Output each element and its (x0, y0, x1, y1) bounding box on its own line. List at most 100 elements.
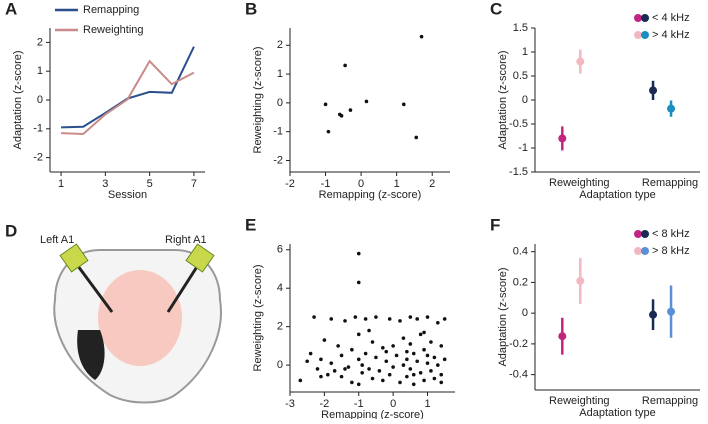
implant (59, 243, 89, 273)
point (326, 129, 331, 134)
point (356, 251, 361, 256)
point (312, 315, 316, 319)
point (350, 380, 354, 385)
point (367, 367, 371, 371)
x-axis-label: Adaptation type (579, 407, 655, 419)
x-tick-label: Remapping (642, 177, 698, 189)
legend-label: > 4 kHz (652, 29, 690, 41)
point (329, 361, 334, 365)
dot (576, 57, 585, 66)
legend-swatch (641, 14, 649, 22)
legend-swatch (641, 31, 649, 39)
y-tick-label: 1 (277, 68, 283, 80)
x-tick-label: 7 (191, 178, 197, 190)
panel-label: E (245, 215, 256, 234)
dot (558, 134, 567, 143)
point (394, 353, 399, 358)
legend-swatch (634, 247, 642, 255)
y-tick-label: 1 (522, 46, 528, 58)
y-tick-label: -0.2 (509, 338, 528, 350)
point (411, 372, 416, 377)
legend-label: Remapping (83, 4, 139, 16)
point (398, 380, 402, 385)
point (419, 34, 424, 39)
point (439, 372, 444, 377)
x-axis-label: Remapping (z-score) (321, 409, 424, 419)
point (353, 315, 358, 319)
y-tick-label: -1 (273, 126, 283, 138)
legend-swatch (641, 247, 649, 255)
x-tick-label: 0 (358, 178, 364, 190)
point (436, 363, 440, 367)
y-tick-label: -0.4 (509, 369, 528, 381)
y-tick-label: -1 (518, 142, 528, 154)
point (442, 357, 447, 362)
x-tick-label: -2 (319, 398, 329, 410)
point (305, 359, 309, 364)
y-tick-label: 2 (277, 39, 283, 51)
point (414, 135, 419, 140)
point (298, 378, 303, 383)
y-tick-label: 0.4 (513, 246, 528, 258)
point (391, 344, 395, 348)
series-line (61, 46, 195, 129)
y-tick-label: -1.5 (509, 166, 528, 178)
point (356, 382, 361, 387)
dot (558, 332, 567, 341)
point (319, 357, 323, 362)
series-line (61, 59, 195, 135)
legend-swatch (634, 14, 642, 22)
dot (667, 104, 676, 113)
point (415, 317, 419, 321)
point (401, 363, 406, 367)
point (374, 355, 378, 360)
y-tick-label: 0 (522, 94, 528, 106)
panel-label: D (5, 221, 17, 240)
y-tick-label: 0 (522, 307, 528, 319)
point (377, 369, 382, 373)
point (339, 374, 344, 379)
y-tick-label: -2 (33, 152, 43, 164)
point (422, 347, 426, 352)
y-tick-label: 0.2 (513, 276, 528, 288)
x-tick-label: 0 (390, 398, 396, 410)
point (360, 370, 364, 375)
y-axis-label: Reweighting (z-score) (252, 47, 264, 154)
point (422, 378, 426, 383)
y-tick-label: 1.5 (513, 22, 528, 34)
point (343, 367, 347, 371)
point (411, 351, 416, 356)
point (408, 367, 413, 371)
brain (98, 270, 182, 366)
point (322, 338, 327, 342)
dot (649, 86, 658, 95)
point (339, 114, 344, 118)
y-axis-label: Reweighting (z-score) (252, 265, 264, 372)
x-axis-label: Session (108, 189, 147, 201)
dot (667, 307, 676, 316)
point (384, 359, 389, 364)
point (436, 321, 440, 325)
point (339, 353, 344, 358)
point (405, 374, 409, 379)
point (439, 380, 444, 385)
point (364, 99, 369, 104)
point (391, 365, 395, 369)
point (439, 344, 444, 348)
point (411, 382, 416, 387)
legend-label: < 8 kHz (652, 228, 690, 240)
panel-label: F (490, 215, 500, 234)
legend-swatch (634, 230, 642, 238)
electrode (166, 261, 202, 313)
y-tick-label: 0.5 (513, 70, 528, 82)
mouse-diagram: D Left A1 Right A1 (5, 221, 222, 404)
x-tick-label: 1 (394, 178, 400, 190)
x-tick-label: 3 (102, 178, 108, 190)
point (346, 365, 351, 369)
point (329, 317, 334, 321)
y-tick-label: -1 (33, 123, 43, 135)
point (408, 342, 413, 346)
electrode (73, 261, 114, 313)
